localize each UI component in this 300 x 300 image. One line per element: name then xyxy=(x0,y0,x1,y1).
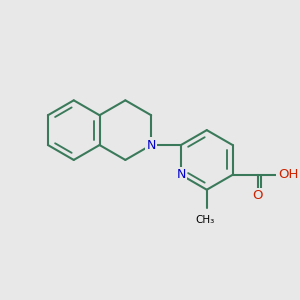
Text: OH: OH xyxy=(278,168,298,181)
Text: CH₃: CH₃ xyxy=(196,214,215,224)
Text: N: N xyxy=(146,139,156,152)
Text: O: O xyxy=(253,189,263,202)
Text: N: N xyxy=(176,168,186,181)
